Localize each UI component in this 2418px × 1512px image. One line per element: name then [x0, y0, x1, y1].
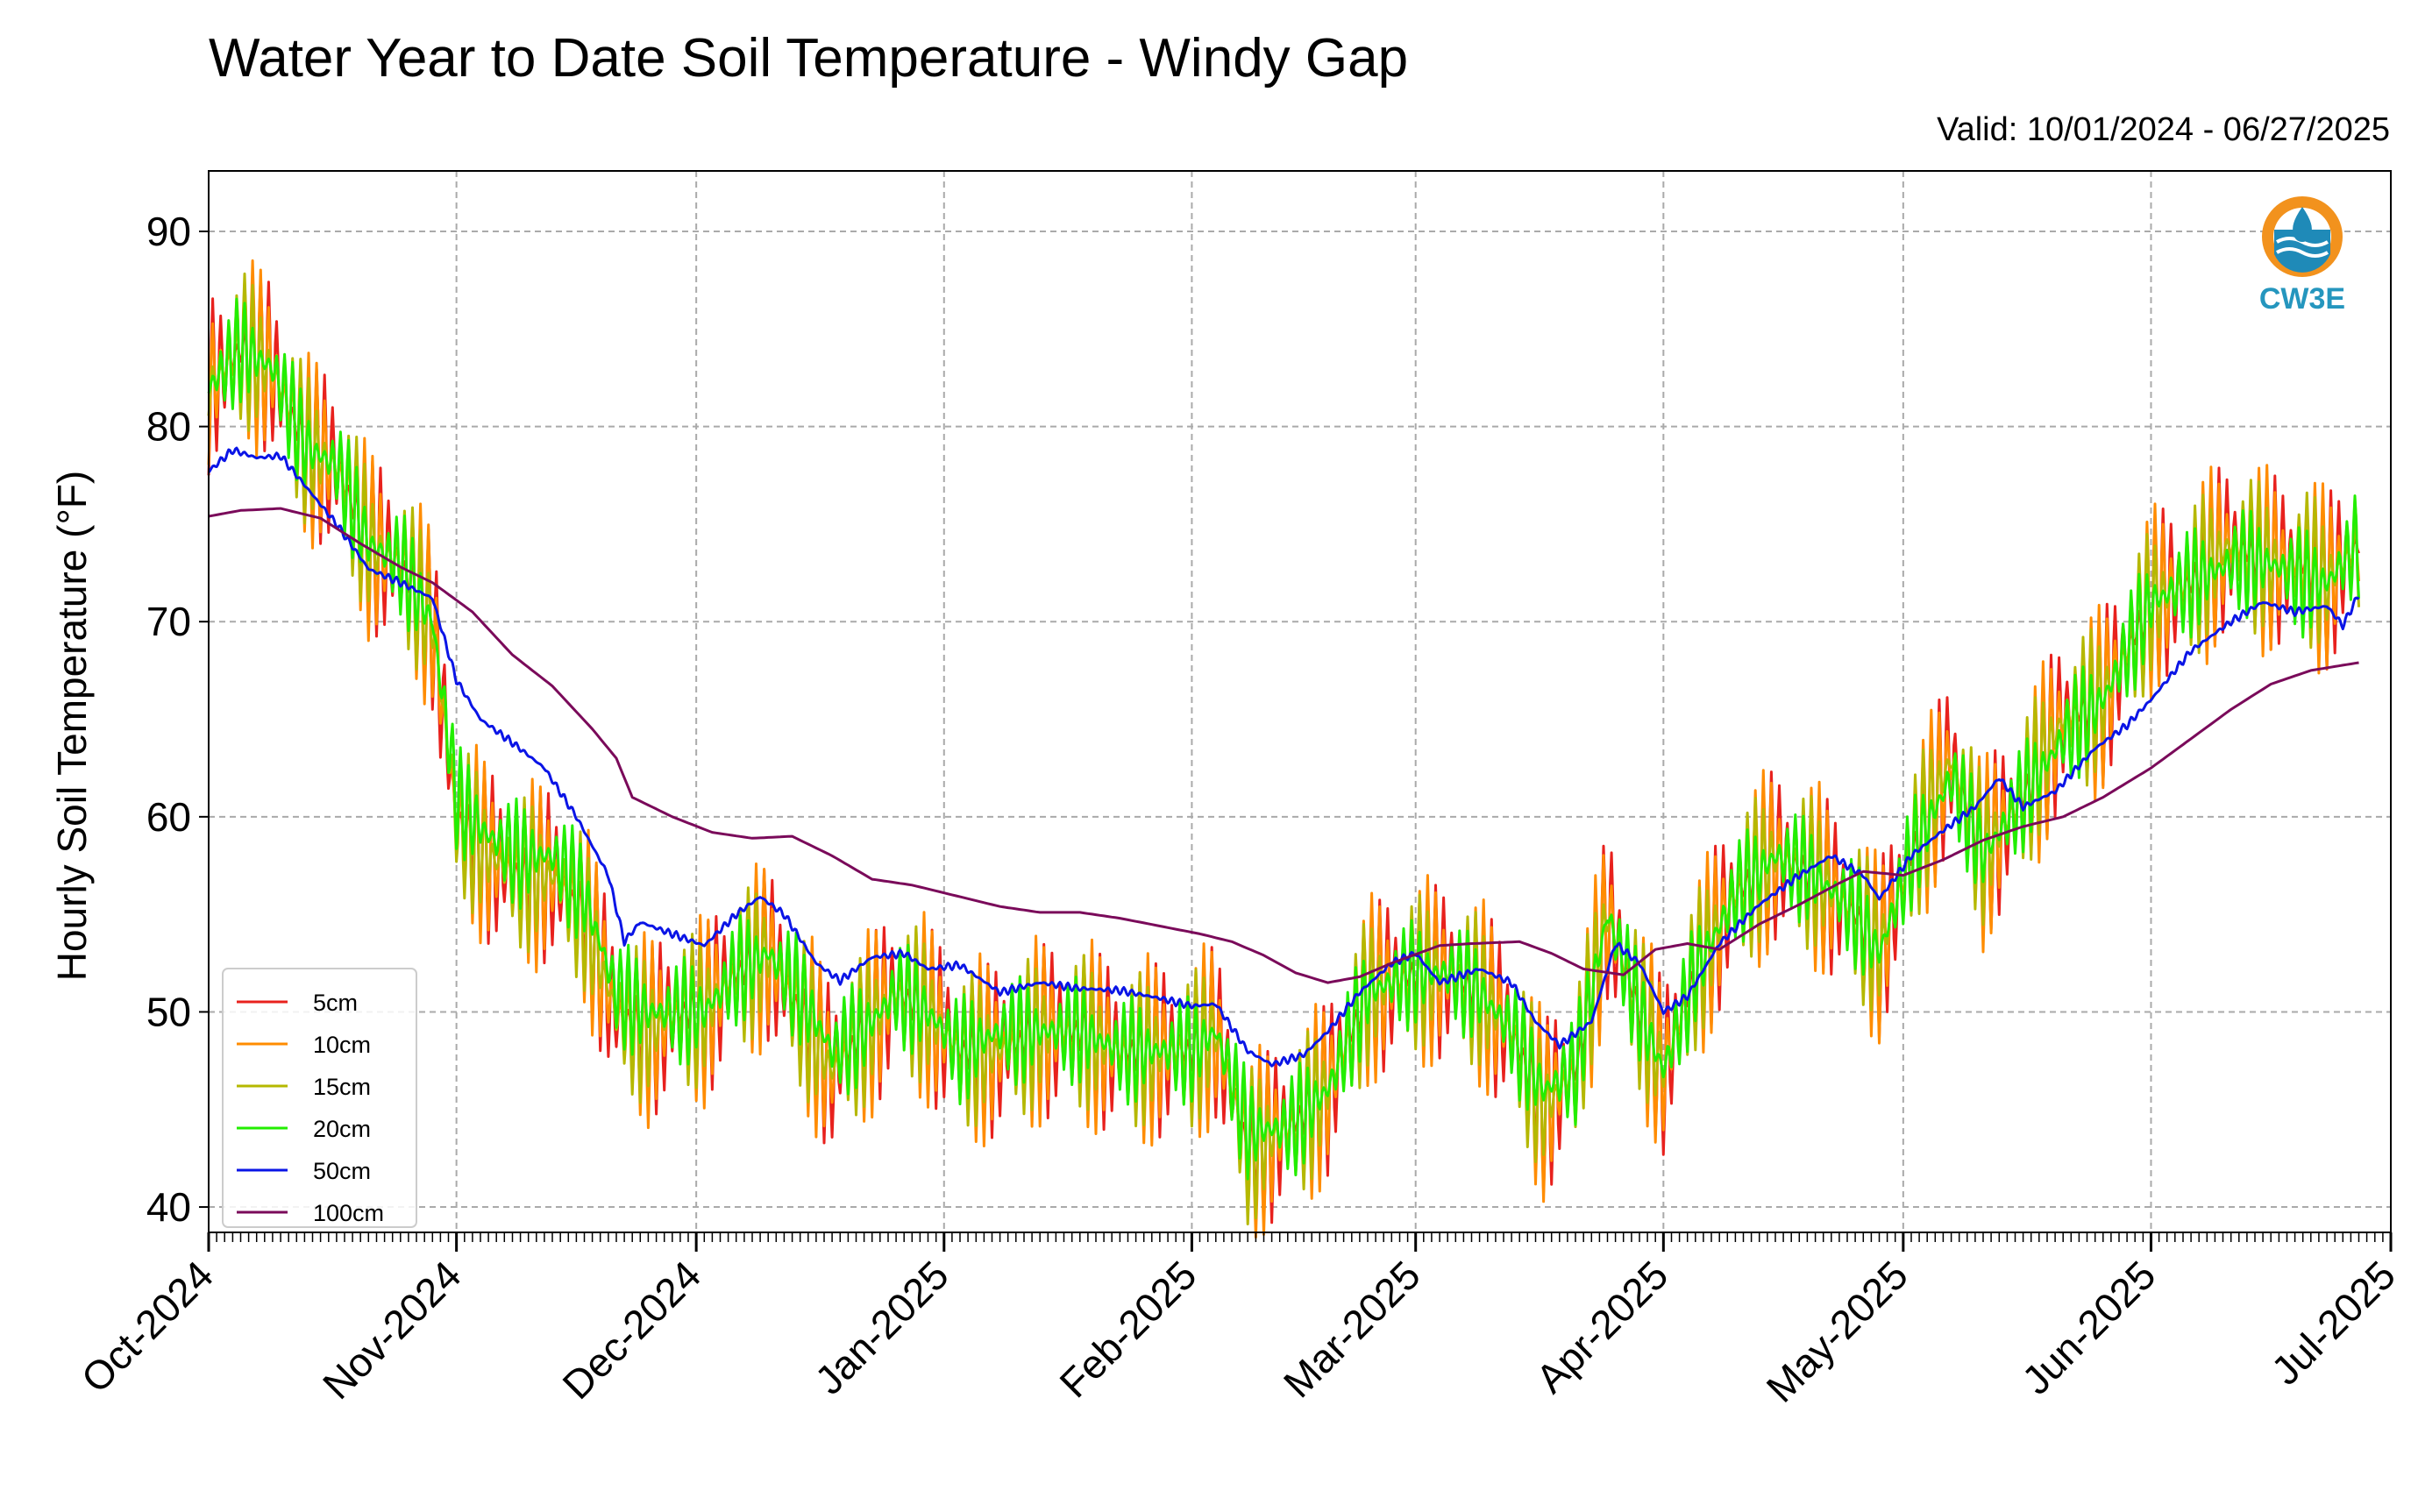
y-tick-label: 70 — [146, 599, 191, 644]
legend-label: 5cm — [313, 990, 358, 1016]
x-tick-label: Jun-2025 — [2013, 1252, 2164, 1402]
chart-title: Water Year to Date Soil Temperature - Wi… — [209, 28, 1408, 89]
y-tick-label: 50 — [146, 989, 191, 1034]
legend-label: 20cm — [313, 1116, 371, 1142]
series-line-100cm — [208, 507, 2359, 984]
series-lines — [207, 259, 2360, 1239]
cw3e-logo: CW3E — [2259, 196, 2345, 316]
x-tick-label: Mar-2025 — [1275, 1252, 1429, 1406]
legend-label: 100cm — [313, 1200, 384, 1226]
legend: 5cm 10cm 15cm 20cm 50cm 100cm — [222, 968, 417, 1228]
series-line-50cm — [207, 446, 2360, 1068]
logo-drop-icon — [2293, 207, 2312, 242]
chart-subtitle: Valid: 10/01/2024 - 06/27/2025 — [1937, 111, 2390, 148]
x-tick-label: Feb-2025 — [1050, 1252, 1205, 1406]
x-tick-label: May-2025 — [1758, 1252, 1917, 1410]
x-tick-label: Apr-2025 — [1527, 1252, 1677, 1402]
logo-text: CW3E — [2259, 282, 2345, 316]
plot-area-frame — [208, 170, 2392, 1233]
y-tick-label: 80 — [146, 404, 191, 450]
x-tick-label: Nov-2024 — [314, 1252, 470, 1408]
y-tick-label: 40 — [146, 1184, 191, 1230]
x-tick-label: Jul-2025 — [2263, 1252, 2405, 1394]
legend-label: 10cm — [313, 1032, 371, 1058]
x-minor-ticks — [208, 1232, 2392, 1242]
y-tick-label: 60 — [146, 794, 191, 840]
x-tick-label: Oct-2024 — [73, 1252, 223, 1402]
x-tick-label: Jan-2025 — [806, 1252, 957, 1402]
legend-label: 15cm — [313, 1074, 371, 1100]
legend-label: 50cm — [313, 1158, 371, 1184]
y-axis-label: Hourly Soil Temperature (°F) — [49, 471, 95, 982]
y-tick-label: 90 — [146, 209, 191, 254]
logo-wave2-icon — [2276, 247, 2329, 258]
x-tick-label: Dec-2024 — [553, 1252, 709, 1408]
legend-box — [222, 968, 417, 1228]
